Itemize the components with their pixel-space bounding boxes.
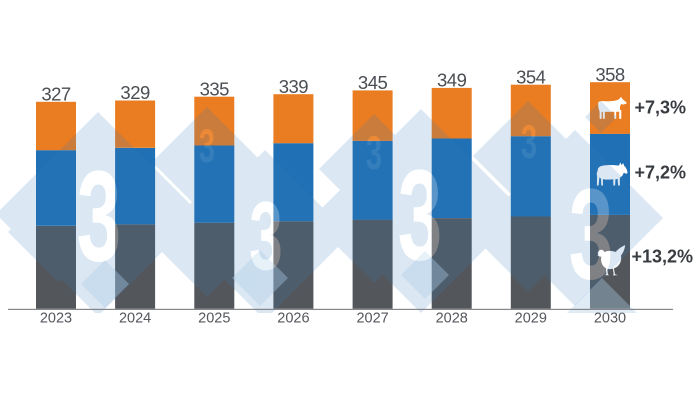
svg-text:329: 329 [120,82,150,103]
svg-text:2026: 2026 [277,311,309,327]
svg-text:+7,3%: +7,3% [635,98,687,118]
svg-text:2030: 2030 [594,311,626,327]
svg-text:3: 3 [249,183,282,291]
svg-text:3: 3 [366,128,382,180]
svg-text:2025: 2025 [198,311,230,327]
svg-text:345: 345 [358,72,388,93]
svg-text:349: 349 [437,70,467,91]
svg-text:2027: 2027 [356,311,388,327]
svg-text:2023: 2023 [40,311,72,327]
svg-text:+13,2%: +13,2% [632,247,694,267]
svg-text:3: 3 [521,117,537,169]
svg-text:2029: 2029 [515,311,547,327]
svg-text:358: 358 [595,64,625,85]
svg-text:+7,2%: +7,2% [635,163,687,183]
svg-text:2024: 2024 [119,311,151,327]
svg-text:3: 3 [77,144,121,288]
svg-text:354: 354 [516,66,546,87]
svg-text:327: 327 [41,83,71,104]
svg-text:2028: 2028 [436,311,468,327]
svg-text:335: 335 [200,78,230,99]
svg-text:339: 339 [279,76,309,97]
svg-text:3: 3 [199,121,215,173]
svg-text:3: 3 [569,162,613,306]
svg-text:3: 3 [398,143,442,287]
